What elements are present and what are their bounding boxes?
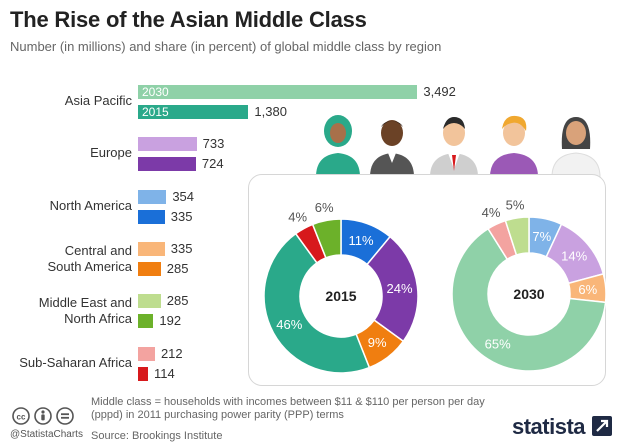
donut-slice	[263, 232, 371, 374]
donut-slice-label: 5%	[506, 198, 525, 213]
donut-slice-label: 4%	[288, 210, 307, 225]
bar-2030	[138, 241, 165, 256]
donut-slice	[311, 218, 342, 259]
donut-slice-label: 4%	[482, 205, 501, 220]
statista-logo-icon	[592, 416, 612, 436]
region-label-line: Asia Pacific	[64, 93, 132, 108]
no-derivatives-icon	[56, 407, 74, 425]
bar-value-label: 285	[166, 293, 189, 309]
region-label-line: North Africa	[64, 311, 132, 327]
bar-value-label: 724	[201, 156, 224, 172]
source-note: Source: Brookings Institute	[91, 430, 223, 442]
bar-2015	[138, 314, 154, 329]
bar-value-label: 285	[166, 260, 189, 276]
bar-value-label: 335	[170, 240, 193, 256]
region-label-line: Europe	[90, 145, 132, 161]
person-1	[316, 115, 360, 177]
donut-slice-label: 11%	[348, 233, 373, 248]
region-label-line: Middle East and	[38, 295, 132, 311]
license-icons: cc	[12, 407, 74, 425]
bar-series-label: 2015	[142, 105, 169, 119]
bar-2030	[138, 189, 167, 204]
donut-slice-label: 6%	[315, 200, 334, 215]
footnote-line-2: (pppd) in 2011 purchasing power parity (…	[91, 409, 344, 421]
region-label: Asia Pacific	[0, 93, 132, 109]
bar-value-label: 212	[160, 345, 183, 361]
bar-value-label: 335	[170, 208, 193, 224]
bar-2015	[138, 157, 196, 172]
person-2	[370, 120, 414, 177]
donut-slice-label: 9%	[368, 335, 387, 350]
bar-value-label: 192	[159, 313, 182, 329]
chart-title: The Rise of the Asian Middle Class	[10, 7, 367, 32]
footnote: Middle class = households with incomes b…	[91, 396, 501, 422]
attribution-icon	[34, 407, 52, 425]
region-label-line: Sub-Saharan Africa	[19, 354, 132, 370]
donut-center-label: 2030	[513, 286, 544, 302]
bar-2030	[138, 137, 197, 152]
bar-2030: 2030	[138, 85, 418, 99]
region-label-line: South America	[47, 258, 132, 274]
svg-text:cc: cc	[17, 413, 26, 422]
bar-2015	[138, 366, 148, 381]
bar-2015	[138, 209, 165, 224]
region-label: Europe	[0, 145, 132, 161]
people-illustration	[316, 115, 601, 177]
bar-2015: 2015	[138, 105, 249, 119]
region-label: North America	[0, 198, 132, 214]
person-4	[490, 115, 538, 177]
donut-slice	[504, 216, 530, 256]
donut-2015: 11% 24% 9% 46% 4% 6% 2015	[263, 200, 419, 374]
donut-charts: 11% 24% 9% 46% 4% 6% 2015 7% 14% 6% 65% 4% 5% 2030	[263, 198, 606, 374]
donut-slice-label: 14%	[561, 248, 587, 263]
bar-2030	[138, 346, 155, 361]
donut-slice-label: 6%	[578, 282, 597, 297]
chart-subtitle: Number (in millions) and share (in perce…	[10, 39, 442, 54]
brand-wordmark: statista	[512, 414, 586, 439]
footnote-line-1: Middle class = households with incomes b…	[91, 396, 485, 408]
region-label: Sub-Saharan Africa	[0, 355, 132, 371]
donut-slice	[451, 227, 606, 372]
region-label: Central and South America	[0, 243, 132, 275]
bar-value-label: 1,380	[254, 104, 287, 119]
bar-value-label: 354	[172, 188, 195, 204]
bar-value-label: 733	[202, 136, 225, 152]
donut-center-label: 2015	[325, 288, 356, 304]
donut-slice-label: 65%	[485, 336, 511, 351]
region-label-line: North America	[49, 197, 132, 213]
bar-2030	[138, 294, 161, 309]
bar-value-label: 3,492	[423, 84, 456, 99]
twitter-handle: @StatistaCharts	[10, 429, 83, 440]
donut-2030: 7% 14% 6% 65% 4% 5% 2030	[451, 198, 606, 372]
donut-slice-label: 24%	[387, 281, 413, 296]
donut-slice-label: 7%	[532, 229, 551, 244]
bar-series-label: 2030	[142, 85, 169, 99]
person-3	[430, 117, 478, 177]
creative-commons-icon: cc	[12, 407, 30, 425]
donut-slice-label: 46%	[276, 317, 302, 332]
bar-2015	[138, 261, 161, 276]
person-5	[551, 117, 601, 177]
region-label: Middle East and North Africa	[0, 295, 132, 327]
bar-value-label: 114	[154, 365, 175, 381]
region-label-line: Central and	[64, 242, 132, 258]
